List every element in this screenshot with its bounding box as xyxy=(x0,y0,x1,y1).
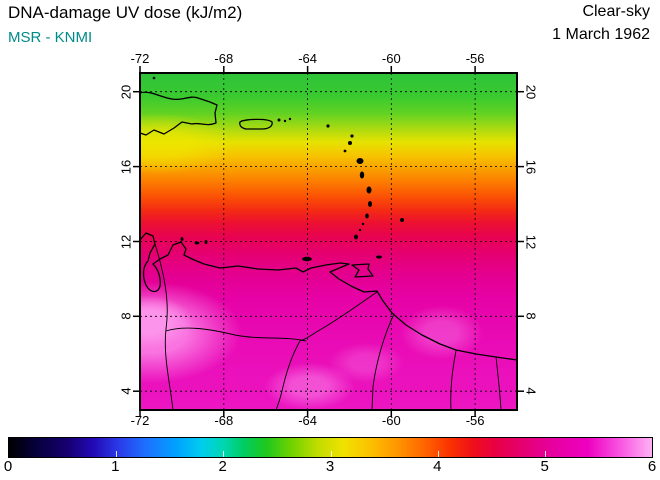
island-virgin-2 xyxy=(283,119,287,123)
borders-and-rivers xyxy=(154,243,502,411)
colorbar-tick-2 xyxy=(223,451,225,457)
island-margarita xyxy=(302,256,312,262)
coastline-puerto-rico xyxy=(239,118,273,130)
lon-label-bottom-2: -68 xyxy=(214,413,234,428)
data-source-label: MSR - KNMI xyxy=(8,29,93,46)
uv-dose-color-field xyxy=(140,73,517,410)
colorbar-tick-4 xyxy=(437,451,439,457)
island-st-martin xyxy=(326,124,330,128)
map-frame xyxy=(139,72,518,411)
axis-ticks xyxy=(133,66,524,417)
figure-title: DNA-damage UV dose (kJ/m2) xyxy=(8,3,243,22)
colorbar-label-4: 4 xyxy=(433,458,442,475)
date-label: 1 March 1962 xyxy=(552,26,650,43)
lat-label-left-1: 20 xyxy=(118,84,134,99)
lon-label-top-5: -56 xyxy=(465,51,485,66)
colorbar-gradient xyxy=(9,438,652,457)
colorbar-tick-3 xyxy=(330,451,332,457)
island-turks xyxy=(152,76,156,80)
lon-label-top-1: -72 xyxy=(130,51,150,66)
lon-label-bottom-1: -72 xyxy=(130,413,150,428)
lat-label-right-5: 4 xyxy=(523,387,539,395)
island-martinique xyxy=(366,186,372,194)
lon-label-top-3: -64 xyxy=(298,51,317,66)
island-grenadines-1 xyxy=(361,222,365,226)
map-panel xyxy=(132,65,525,418)
island-tobago xyxy=(376,255,382,259)
lon-label-top-2: -68 xyxy=(214,51,234,66)
island-grenada xyxy=(354,234,358,240)
colorbar-label-1: 1 xyxy=(111,458,120,475)
colorbar-label-6: 6 xyxy=(647,458,657,475)
coastlines xyxy=(139,91,518,361)
lat-label-right-1: 20 xyxy=(523,84,539,99)
river-apure xyxy=(165,327,307,342)
island-virgin-3 xyxy=(288,117,292,121)
island-dominica xyxy=(359,171,365,179)
island-curacao xyxy=(194,241,200,245)
island-guadeloupe xyxy=(356,158,364,164)
sky-condition-label: Clear-sky xyxy=(582,3,650,20)
border-suriname-east xyxy=(495,356,502,411)
river-orinoco xyxy=(275,291,378,411)
lat-label-left-5: 4 xyxy=(118,387,134,395)
lat-label-right-2: 16 xyxy=(523,159,539,174)
island-barbados xyxy=(400,218,404,222)
colorbar-label-2: 2 xyxy=(218,458,227,475)
colorbar-label-0: 0 xyxy=(3,458,13,475)
lon-label-top-4: -60 xyxy=(381,51,401,66)
coastline-south-america xyxy=(139,232,518,361)
coastline-trinidad xyxy=(351,263,374,278)
border-venezuela-guyana xyxy=(371,313,395,411)
island-barbuda xyxy=(350,134,354,138)
island-antigua xyxy=(348,141,352,145)
lat-label-left-3: 12 xyxy=(118,234,134,249)
border-colombia-venezuela xyxy=(154,243,174,411)
coastline-hispaniola xyxy=(139,91,218,136)
island-bonaire xyxy=(204,240,208,244)
island-montserrat xyxy=(343,149,347,153)
colorbar-label-5: 5 xyxy=(540,458,549,475)
island-aruba xyxy=(180,237,184,241)
island-grenadines-2 xyxy=(358,228,362,232)
colorbar xyxy=(8,437,653,458)
border-guyana-suriname xyxy=(450,350,457,411)
map-overlay xyxy=(133,66,524,417)
lon-label-bottom-3: -64 xyxy=(298,413,317,428)
small-islands xyxy=(152,76,404,262)
island-virgin-1 xyxy=(277,118,281,122)
colorbar-label-3: 3 xyxy=(325,458,335,475)
colorbar-tick-5 xyxy=(544,451,546,457)
lat-label-left-2: 16 xyxy=(118,159,134,174)
island-st-lucia xyxy=(368,201,372,207)
lat-label-right-3: 12 xyxy=(523,234,539,249)
lat-label-right-4: 8 xyxy=(523,312,539,320)
lat-label-left-4: 8 xyxy=(118,312,134,320)
lon-label-bottom-4: -60 xyxy=(381,413,401,428)
island-st-vincent xyxy=(365,213,369,219)
colorbar-tick-1 xyxy=(116,451,118,457)
lon-label-bottom-5: -56 xyxy=(465,413,485,428)
